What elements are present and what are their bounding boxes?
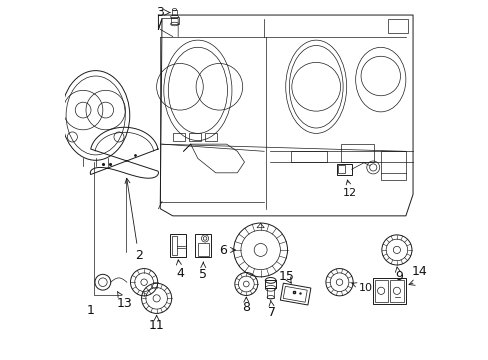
Text: 6: 6	[218, 243, 235, 257]
Bar	[265, 280, 276, 288]
Bar	[283, 286, 306, 302]
Text: 4: 4	[176, 260, 183, 280]
Bar	[280, 283, 310, 305]
Bar	[172, 10, 176, 15]
Bar	[380, 151, 405, 180]
Bar	[204, 133, 217, 140]
Text: 1: 1	[86, 304, 94, 317]
Bar	[341, 144, 373, 162]
Bar	[372, 278, 405, 304]
Text: 13: 13	[116, 291, 132, 310]
Bar	[197, 243, 208, 256]
Text: 3: 3	[156, 6, 163, 19]
Text: 8: 8	[242, 297, 250, 314]
Text: 7: 7	[268, 301, 276, 319]
Bar	[337, 165, 344, 173]
Bar	[336, 164, 351, 175]
Bar	[171, 235, 176, 255]
Text: 15: 15	[278, 270, 294, 283]
Text: 10: 10	[351, 283, 372, 293]
Bar	[195, 234, 211, 257]
Bar	[172, 133, 184, 140]
Bar	[188, 133, 201, 140]
Text: 2: 2	[125, 178, 142, 262]
Text: 14: 14	[410, 265, 426, 278]
Bar	[170, 234, 185, 257]
Bar	[170, 17, 178, 24]
Text: 12: 12	[343, 180, 357, 198]
Text: 9: 9	[394, 267, 402, 283]
Bar	[387, 19, 407, 33]
Bar	[374, 280, 387, 302]
Text: 5: 5	[199, 262, 207, 281]
Bar	[290, 151, 326, 162]
Text: 11: 11	[148, 315, 164, 332]
Bar	[389, 280, 403, 302]
Bar	[266, 288, 274, 298]
